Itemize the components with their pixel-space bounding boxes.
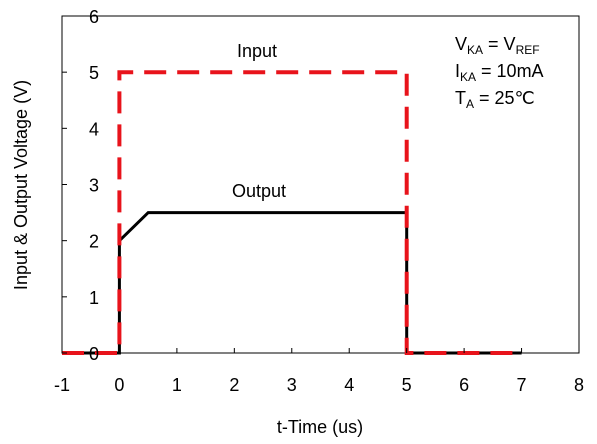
x-axis-ticks: -1 0 1 2 3 4 5 6 7 8: [54, 348, 584, 395]
x-tick-label: -1: [54, 375, 70, 395]
x-tick-label: 2: [229, 375, 239, 395]
x-tick-label: 5: [402, 375, 412, 395]
condition-ta: TA = 25℃: [455, 88, 535, 111]
y-axis-title: Input & Output Voltage (V): [11, 80, 31, 290]
condition-ika: IKA = 10mA: [455, 61, 544, 84]
y-tick-label: 6: [89, 7, 99, 27]
y-tick-label: 0: [89, 344, 99, 364]
x-tick-label: 4: [344, 375, 354, 395]
y-tick-label: 3: [89, 176, 99, 196]
series-line-input: [62, 70, 522, 355]
input-series-label: Input: [237, 41, 277, 61]
series-layer: [62, 70, 522, 355]
output-series-label: Output: [232, 181, 286, 201]
y-axis-ticks: 0 1 2 3 4 5 6: [62, 7, 99, 364]
x-axis-title: t-Time (us): [277, 417, 363, 437]
y-tick-label: 4: [89, 119, 99, 139]
y-tick-label: 1: [89, 288, 99, 308]
x-tick-label: 1: [172, 375, 182, 395]
x-tick-label: 3: [287, 375, 297, 395]
x-tick-label: 0: [114, 375, 124, 395]
x-tick-label: 6: [459, 375, 469, 395]
series-line-output: [62, 211, 522, 355]
x-tick-label: 8: [574, 375, 584, 395]
y-tick-label: 2: [89, 232, 99, 252]
x-tick-label: 7: [517, 375, 527, 395]
y-tick-label: 5: [89, 63, 99, 83]
condition-vka: VKA = VREF: [455, 34, 540, 57]
